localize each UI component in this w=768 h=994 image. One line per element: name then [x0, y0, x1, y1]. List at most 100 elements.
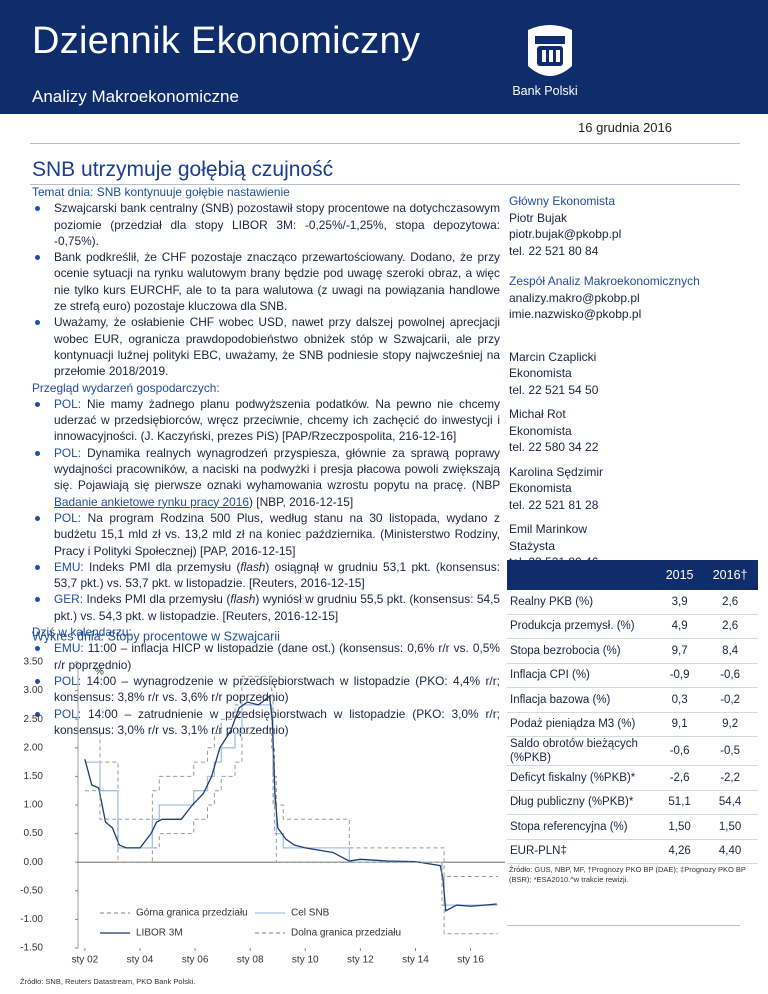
- value-cell: 2,6: [702, 590, 758, 615]
- table-row: EUR-PLN‡ 4,26 4,40: [507, 839, 758, 864]
- bullet: Bank podkreślił, że CHF pozostaje znaczą…: [35, 249, 500, 314]
- person-line: tel. 22 580 34 22: [509, 440, 599, 454]
- row-label: EUR-PLN‡: [507, 839, 657, 864]
- value-cell: -2,6: [657, 765, 703, 791]
- person-line: Stażysta: [509, 538, 556, 553]
- legend-label: LIBOR 3M: [136, 928, 183, 939]
- bullet: POL: 14:00 – zatrudnienie w przedsiębior…: [35, 706, 500, 739]
- person: Karolina Sędzimir Ekonomista tel. 22 521 8…: [509, 464, 739, 514]
- table-row: Inflacja bazowa (%) 0,3 -0,2: [507, 687, 758, 713]
- row-label: Produkcja przemysł. (%): [507, 614, 657, 639]
- person-line: tel. 22 521 54 50: [509, 382, 599, 397]
- value-cell: -0,6: [657, 736, 703, 766]
- text: ) osiągnął w grudniu 53,1 pkt. (konsensu…: [54, 559, 500, 591]
- series-line: [84, 704, 499, 906]
- label: POL:: [54, 673, 82, 688]
- bullet: EMU: 11:00 – inflacja HICP w listopadzie…: [35, 640, 500, 673]
- value-cell: 4,9: [657, 614, 703, 639]
- text: 14:00 – zatrudnienie w przedsiębiorstwac…: [54, 706, 500, 737]
- chart-source: Źródło: SNB, Reuters Datastream, PKO Ban…: [20, 977, 195, 986]
- value-cell: 9,7: [657, 638, 703, 664]
- table-row: Deficyt fiskalny (%PKB)* -2,6 -2,2: [507, 765, 758, 791]
- contact-role: Zespół Analiz Makroekonomicznych: [509, 274, 700, 288]
- row-label: Realny PKB (%): [507, 590, 657, 615]
- value-cell: 4,26: [657, 839, 703, 864]
- text: ) [NBP, 2016-12-15]: [249, 494, 354, 509]
- row-label: Inflacja bazowa (%): [507, 687, 657, 713]
- text: 11:00 – inflacja HICP w listopadzie (dan…: [54, 641, 500, 672]
- label: GER:: [54, 592, 84, 607]
- x-tick-label: sty 06: [182, 955, 209, 966]
- contacts: Główny Ekonomista Piotr Bujak piotr.bujak@…: [509, 193, 739, 579]
- report-date: 16 grudnia 2016: [578, 120, 672, 135]
- italic-text: flash: [240, 559, 266, 574]
- bank-logo: [528, 25, 572, 76]
- section-heading: Temat dnia: SNB kontynuuje gołębie nasta…: [32, 185, 290, 199]
- row-label: Deficyt fiskalny (%PKB)*: [507, 765, 657, 791]
- forecast-table: 2015 2016† Realny PKB (%) 3,9 2,6 Produkcja p…: [507, 560, 758, 864]
- table-note: Źródło: GUS, NBP, MF, †Prognozy PKO BP (…: [509, 865, 746, 884]
- y-unit: %: [95, 667, 104, 678]
- person: Michał Rot Ekonomista tel. 22 580 34 22: [509, 406, 739, 456]
- y-tick-label: -1.50: [20, 943, 43, 954]
- label: POL:: [54, 510, 82, 525]
- bullet: POL: Nie mamy żadnego planu podwyższenia…: [35, 396, 500, 445]
- label: EMU:: [54, 559, 84, 574]
- contact-block: Zespół Analiz Makroekonomicznych analizy.…: [509, 273, 739, 323]
- divider: [507, 925, 740, 926]
- header-cell: 2015: [657, 560, 703, 590]
- link[interactable]: Badanie ankietowe rynku pracy 2016: [54, 494, 249, 509]
- value-cell: 0,3: [657, 687, 703, 713]
- text: Indeks PMI dla przemysłu (: [86, 592, 231, 607]
- series-line: [84, 675, 499, 877]
- value-cell: -0,2: [702, 687, 758, 713]
- x-tick-label: sty 04: [127, 955, 154, 966]
- report-subtitle: Analizy Makroekonomiczne: [32, 87, 239, 106]
- person-line: Marcin Czaplicki: [509, 349, 597, 364]
- contact-line: tel. 22 521 80 84: [509, 243, 599, 258]
- text: Nie mamy żadnego planu podwyższenia poda…: [54, 396, 500, 444]
- chart: Wykres dnia: Stopy procentowe w Szwajcar…: [20, 629, 505, 986]
- table-row: Saldo obrotów bieżących (%PKB) -0,6 -0,5: [507, 736, 758, 766]
- headline: SNB utrzymuje gołębią czujność: [32, 158, 334, 181]
- contact-line: imie.nazwisko@pkobp.pl: [509, 307, 642, 321]
- value-cell: -0,9: [657, 663, 703, 688]
- row-label: Podaż pieniądza M3 (%): [507, 712, 657, 737]
- y-tick-label: 1.00: [24, 800, 44, 811]
- y-tick-label: 2.00: [24, 742, 44, 753]
- y-tick-label: -0.50: [20, 885, 43, 896]
- report-title: Dziennik Ekonomiczny: [32, 20, 421, 62]
- value-cell: 8,4: [702, 638, 758, 664]
- contact-line: Piotr Bujak: [509, 210, 568, 225]
- value-cell: 3,9: [657, 590, 703, 615]
- bullet-list: POL: Nie mamy żadnego planu podwyższenia…: [32, 396, 500, 624]
- row-label: Inflacja CPI (%): [507, 663, 657, 688]
- value-cell: 54,4: [702, 790, 758, 815]
- text: Uważamy, że osłabienie CHF wobec USD, na…: [54, 315, 500, 379]
- y-tick-label: 3.00: [24, 685, 44, 696]
- value-cell: 1,50: [702, 814, 758, 840]
- value-cell: -2,2: [702, 765, 758, 791]
- x-tick-label: sty 16: [457, 955, 484, 966]
- table-row: Inflacja CPI (%) -0,9 -0,6: [507, 663, 758, 688]
- person-line: Ekonomista: [509, 481, 572, 495]
- person-line: Emil Marinkow: [509, 522, 588, 536]
- people: Marcin Czaplicki Ekonomista tel. 22 521 54…: [509, 349, 739, 571]
- x-tick-label: sty 10: [292, 955, 319, 966]
- table-row: Stopa bezrobocia (%) 9,7 8,4: [507, 638, 758, 664]
- table-row: Produkcja przemysł. (%) 4,9 2,6: [507, 614, 758, 639]
- main-text: Temat dnia: SNB kontynuuje gołębie nasta…: [32, 184, 500, 738]
- bullet: EMU: Indeks PMI dla przemysłu (flash) os…: [35, 559, 500, 592]
- text: Na program Rodzina 500 Plus, według stan…: [54, 510, 500, 558]
- bullet: GER: Indeks PMI dla przemysłu (flash) wy…: [35, 591, 500, 624]
- x-tick-label: sty 14: [402, 955, 429, 966]
- table-row: Stopa referencyjna (%) 1,50 1,50: [507, 814, 758, 840]
- bullet-list: EMU: 11:00 – inflacja HICP w listopadzie…: [32, 640, 500, 738]
- value-cell: 51,1: [657, 790, 703, 815]
- bullet: POL: Na program Rodzina 500 Plus, według…: [35, 510, 500, 559]
- bullet: POL: Dynamika realnych wynagrodzeń przys…: [35, 445, 500, 510]
- legend-label: Dolna granica przedziału: [291, 928, 401, 939]
- header-cell: 2016†: [702, 560, 758, 590]
- label: EMU:: [54, 641, 84, 656]
